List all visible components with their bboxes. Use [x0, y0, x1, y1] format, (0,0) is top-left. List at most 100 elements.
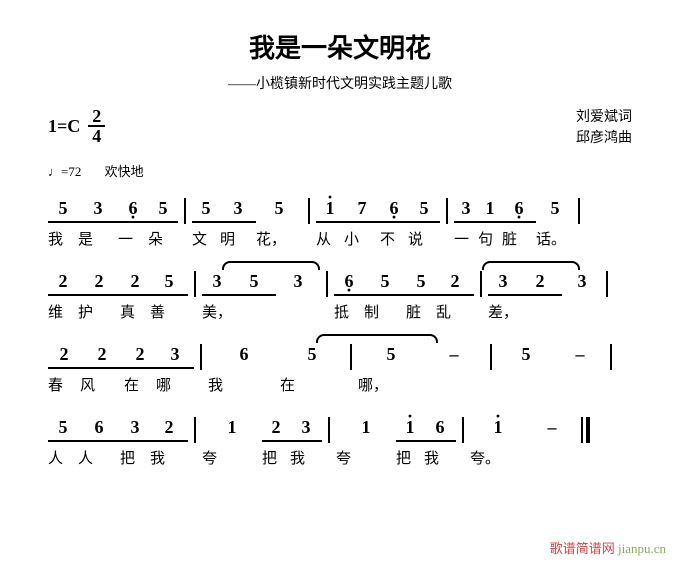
credits: 刘爱斌词 邱彦鸿曲: [576, 107, 632, 149]
note-cell: 5: [364, 271, 406, 293]
note: –: [450, 344, 459, 366]
lyric-line: 维护真善美，抵制脏乱差，: [48, 301, 632, 322]
lyric: 哪，: [358, 374, 484, 395]
header-row: 1=C 2 4 刘爱斌词 邱彦鸿曲: [48, 107, 632, 155]
beam-group: 2225: [48, 271, 188, 296]
lyric: [322, 447, 336, 468]
note: 6: [390, 198, 399, 220]
lyric: 把: [120, 447, 150, 468]
note: 5: [59, 417, 68, 439]
note: 5: [551, 198, 560, 220]
barline: [610, 344, 612, 370]
note: 2: [131, 271, 140, 293]
tempo-row: ♩=72 欢快地: [48, 161, 632, 180]
lyric: 风: [80, 374, 124, 395]
lyric-line: 我是一朵文明花，从小不说一句脏话。: [48, 228, 632, 249]
lyric: 话。: [536, 228, 574, 249]
key-signature: 1=C 2 4: [48, 107, 105, 145]
note: 6: [129, 198, 138, 220]
note-cell: 2: [518, 271, 562, 293]
barline: [350, 344, 352, 370]
note: –: [548, 417, 557, 439]
note: 1: [228, 417, 237, 439]
slur: [316, 334, 438, 343]
note: 1: [486, 198, 495, 220]
beam-group: 5632: [48, 417, 188, 442]
beam-group: 32: [488, 271, 562, 296]
note: 3: [131, 417, 140, 439]
lyric-line: 春风在哪我在哪，: [48, 374, 632, 395]
beam-group: 5365: [48, 198, 178, 223]
double-barline: [581, 417, 590, 443]
barline: [606, 271, 608, 297]
beam-group: 16: [396, 417, 456, 442]
note-cell: 2: [78, 271, 120, 293]
note-cell: 2: [262, 417, 290, 439]
note: 1: [406, 417, 415, 439]
note-cell: 5: [280, 344, 344, 366]
note: 5: [381, 271, 390, 293]
barline: [194, 271, 196, 297]
note-cell: 5: [256, 198, 302, 220]
note-cell: 3: [120, 417, 150, 439]
key-text: 1=C: [48, 116, 80, 137]
barline: [490, 344, 492, 370]
time-den: 4: [88, 127, 105, 145]
note: 1: [326, 198, 335, 220]
note: 2: [272, 417, 281, 439]
note: 5: [308, 344, 317, 366]
lyric: 真: [120, 301, 150, 322]
note: 2: [165, 417, 174, 439]
note: 3: [171, 344, 180, 366]
lyric: 春: [48, 374, 80, 395]
note-cell: 5: [48, 417, 78, 439]
lyric: 我: [208, 374, 280, 395]
watermark-text-2: jianpu.cn: [618, 541, 666, 556]
note-cell: 6: [424, 417, 456, 439]
note-cell: 6: [334, 271, 364, 293]
note: –: [576, 344, 585, 366]
lyric: 夸: [202, 447, 262, 468]
note-cell: –: [526, 417, 578, 439]
note: 3: [294, 271, 303, 293]
lyric: [440, 228, 454, 249]
beam-group: 23: [262, 417, 322, 442]
lyric: 花，: [256, 228, 302, 249]
lyric: 抵: [334, 301, 364, 322]
slur: [222, 261, 320, 270]
lyric: 小: [344, 228, 380, 249]
barline: [446, 198, 448, 224]
composer: 邱彦鸿曲: [576, 128, 632, 149]
note-cell: 6: [380, 198, 408, 220]
lyric: [456, 447, 470, 468]
staff-line: 56321231161–: [48, 417, 632, 443]
lyric: 从: [316, 228, 344, 249]
lyric: 美，: [202, 301, 320, 322]
note: 3: [234, 198, 243, 220]
note-cell: 1: [470, 417, 526, 439]
lyric: 人: [48, 447, 78, 468]
note: 2: [60, 344, 69, 366]
note-cell: 3: [488, 271, 518, 293]
note-cell: 3: [220, 198, 256, 220]
lyric: 在: [124, 374, 156, 395]
note-cell: 6: [502, 198, 536, 220]
note-cell: 3: [78, 198, 118, 220]
lyric: 文: [192, 228, 220, 249]
beam-group: 316: [454, 198, 536, 223]
barline: [578, 198, 580, 224]
note-cell: 5: [150, 271, 188, 293]
note-cell: 3: [562, 271, 602, 293]
note-cell: 3: [290, 417, 322, 439]
lyric: 明: [220, 228, 256, 249]
note: 5: [202, 198, 211, 220]
lyric: 夸。: [470, 447, 578, 468]
lyric: 维: [48, 301, 78, 322]
lyric: [194, 374, 208, 395]
note: 1: [362, 417, 371, 439]
lyric: 我: [150, 447, 188, 468]
note: 3: [302, 417, 311, 439]
lyric: 朵: [148, 228, 178, 249]
expression-mark: 欢快地: [105, 164, 144, 179]
beam-group: 2223: [48, 344, 194, 369]
